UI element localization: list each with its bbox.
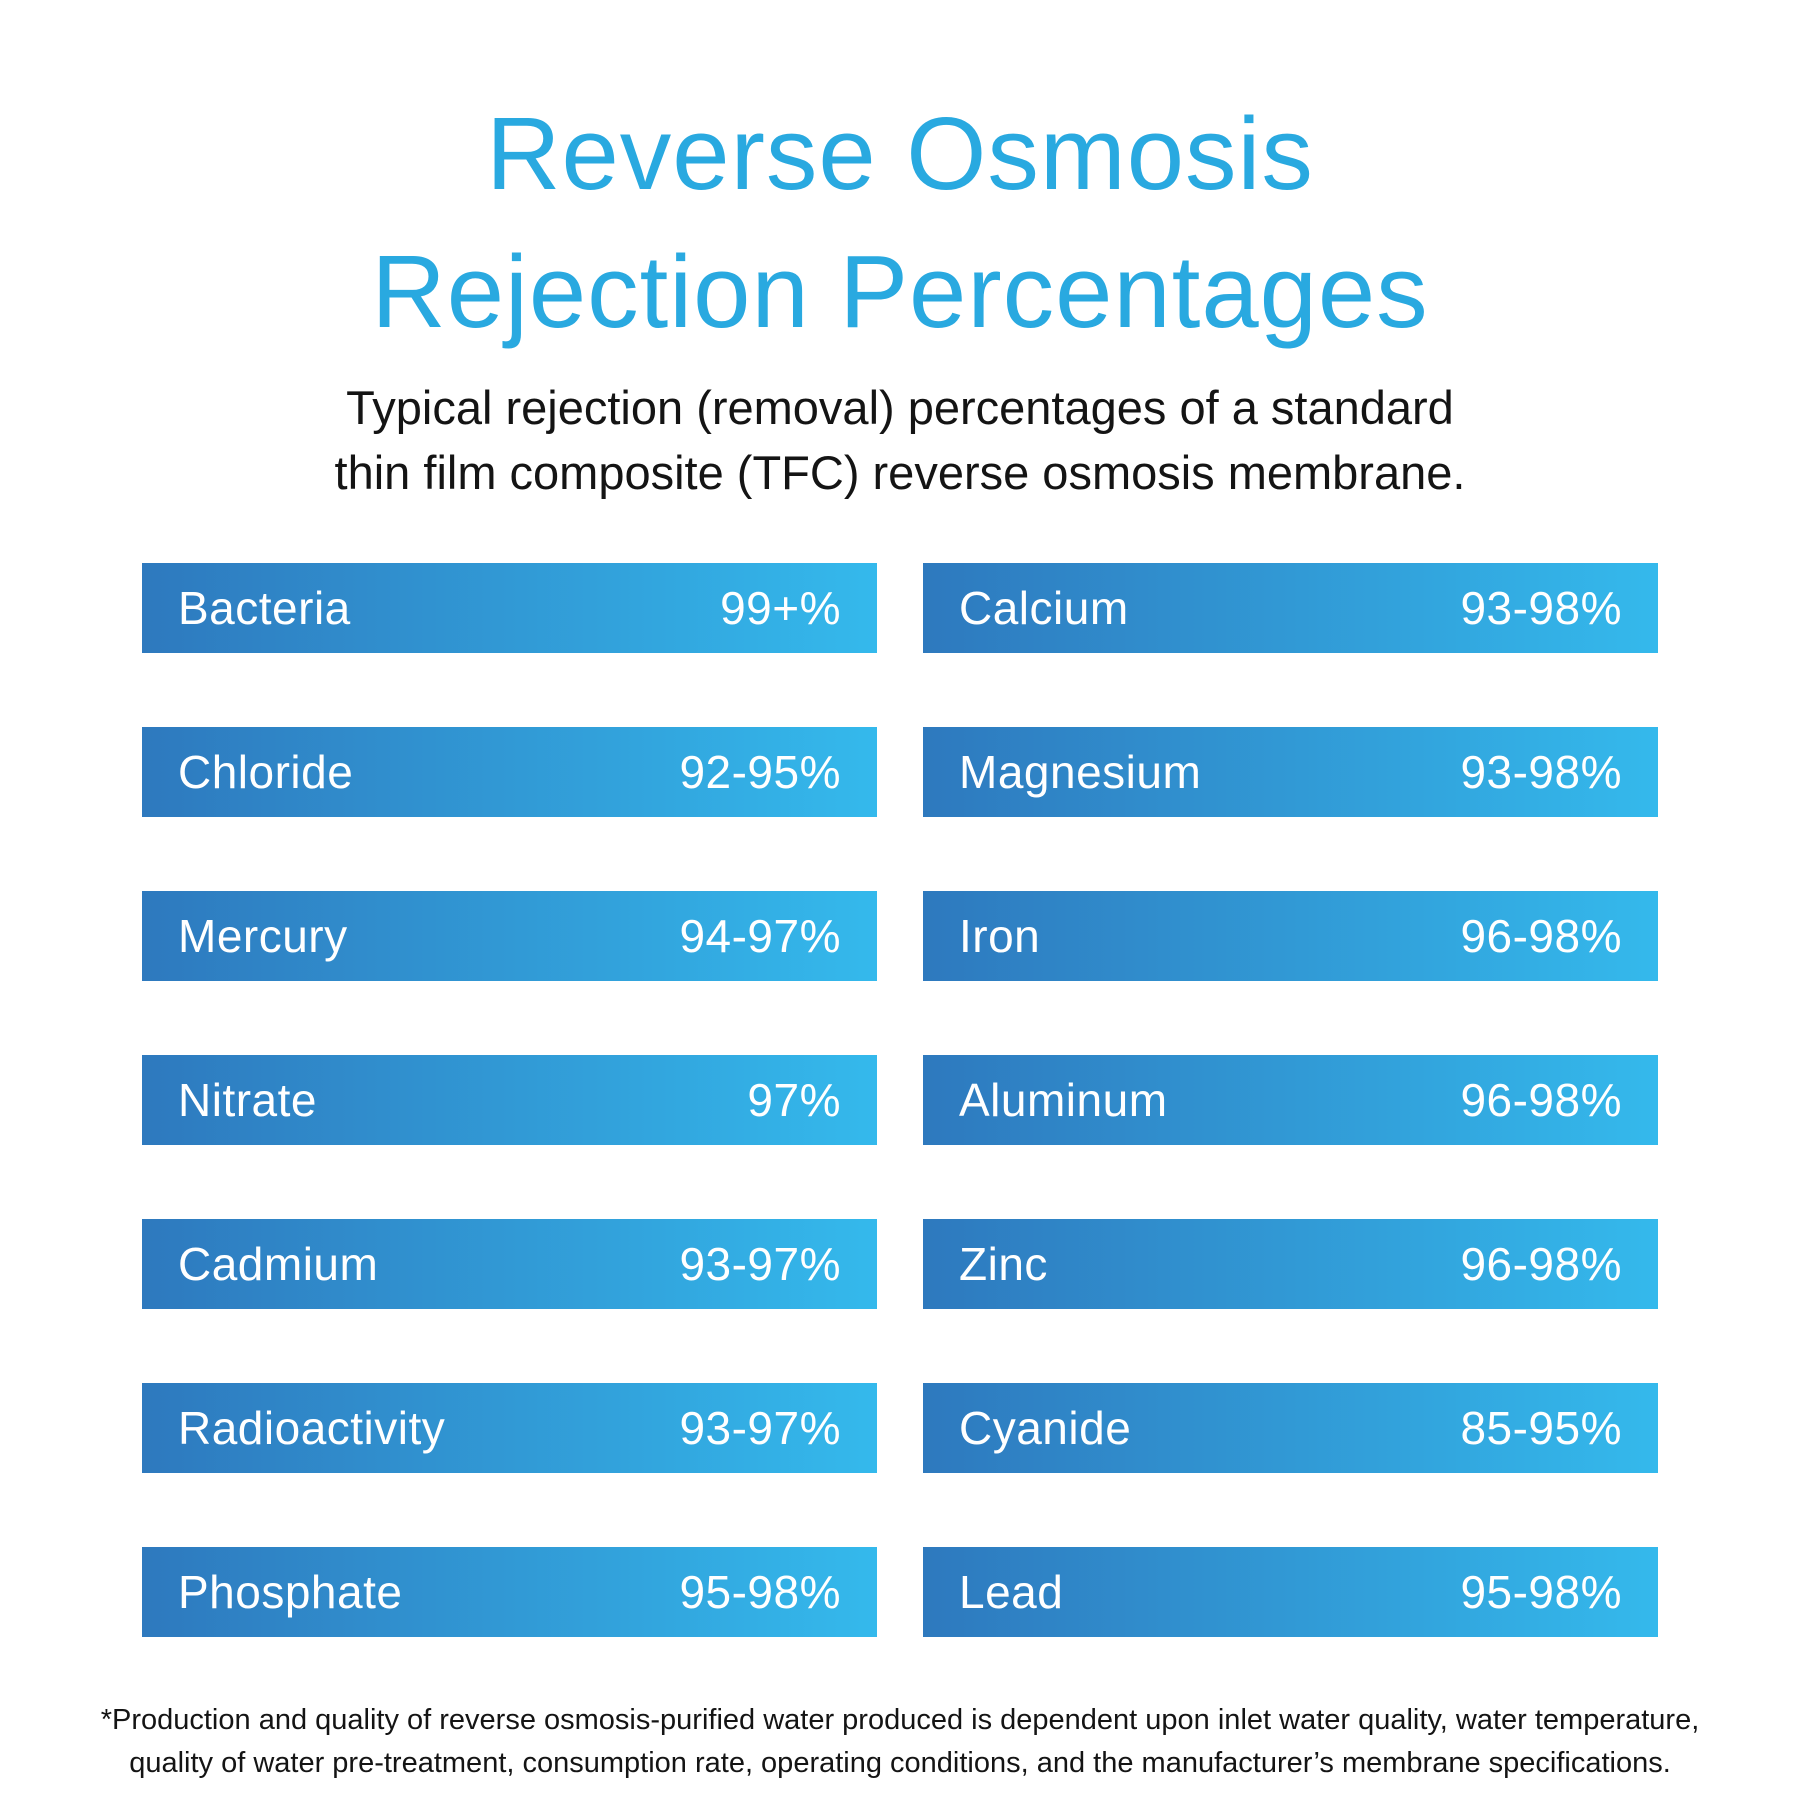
bar-lead: Lead 95-98% <box>923 1547 1658 1637</box>
bar-aluminum: Aluminum 96-98% <box>923 1055 1658 1145</box>
bar-label: Aluminum <box>959 1074 1168 1126</box>
bar-chloride: Chloride 92-95% <box>142 727 877 817</box>
bar-value: 96-98% <box>1460 1074 1622 1126</box>
bar-calcium: Calcium 93-98% <box>923 563 1658 653</box>
bar-label: Cyanide <box>959 1402 1132 1454</box>
bar-value: 96-98% <box>1460 1238 1622 1290</box>
footnote-line1: *Production and quality of reverse osmos… <box>100 1704 1700 1736</box>
bar-label: Phosphate <box>178 1566 403 1618</box>
bar-value: 92-95% <box>679 746 841 798</box>
bar-bacteria: Bacteria 99+% <box>142 563 877 653</box>
bar-value: 94-97% <box>679 910 841 962</box>
bar-nitrate: Nitrate 97% <box>142 1055 877 1145</box>
bar-value: 93-97% <box>679 1402 841 1454</box>
bar-radioactivity: Radioactivity 93-97% <box>142 1383 877 1473</box>
bar-iron: Iron 96-98% <box>923 891 1658 981</box>
bar-mercury: Mercury 94-97% <box>142 891 877 981</box>
bar-phosphate: Phosphate 95-98% <box>142 1547 877 1637</box>
bar-value: 95-98% <box>679 1566 841 1618</box>
bar-label: Calcium <box>959 582 1129 634</box>
footnote: *Production and quality of reverse osmos… <box>0 1699 1800 1785</box>
page-subtitle-line2: thin film composite (TFC) reverse osmosi… <box>334 446 1466 499</box>
bar-label: Magnesium <box>959 746 1202 798</box>
rejection-table: Bacteria 99+% Calcium 93-98% Chloride 92… <box>142 563 1658 1637</box>
page-title-line1: Reverse Osmosis <box>486 96 1314 211</box>
bar-label: Lead <box>959 1566 1064 1618</box>
bar-value: 99+% <box>720 582 841 634</box>
bar-value: 93-98% <box>1460 582 1622 634</box>
bar-cyanide: Cyanide 85-95% <box>923 1383 1658 1473</box>
bar-label: Radioactivity <box>178 1402 446 1454</box>
bar-value: 96-98% <box>1460 910 1622 962</box>
bar-label: Zinc <box>959 1238 1048 1290</box>
bar-zinc: Zinc 96-98% <box>923 1219 1658 1309</box>
bar-value: 95-98% <box>1460 1566 1622 1618</box>
bar-label: Mercury <box>178 910 348 962</box>
bar-value: 93-98% <box>1460 746 1622 798</box>
page-subtitle-line1: Typical rejection (removal) percentages … <box>346 381 1454 434</box>
bar-value: 93-97% <box>679 1238 841 1290</box>
bar-value: 97% <box>747 1074 841 1126</box>
bar-label: Cadmium <box>178 1238 379 1290</box>
bar-cadmium: Cadmium 93-97% <box>142 1219 877 1309</box>
page-title: Reverse Osmosis Rejection Percentages <box>0 0 1800 361</box>
footnote-line2: quality of water pre-treatment, consumpt… <box>129 1747 1671 1779</box>
bar-label: Iron <box>959 910 1041 962</box>
bar-label: Nitrate <box>178 1074 317 1126</box>
bar-value: 85-95% <box>1460 1402 1622 1454</box>
bar-label: Chloride <box>178 746 354 798</box>
bar-magnesium: Magnesium 93-98% <box>923 727 1658 817</box>
bar-label: Bacteria <box>178 582 351 634</box>
page-title-line2: Rejection Percentages <box>371 234 1429 349</box>
page-subtitle: Typical rejection (removal) percentages … <box>0 375 1800 505</box>
